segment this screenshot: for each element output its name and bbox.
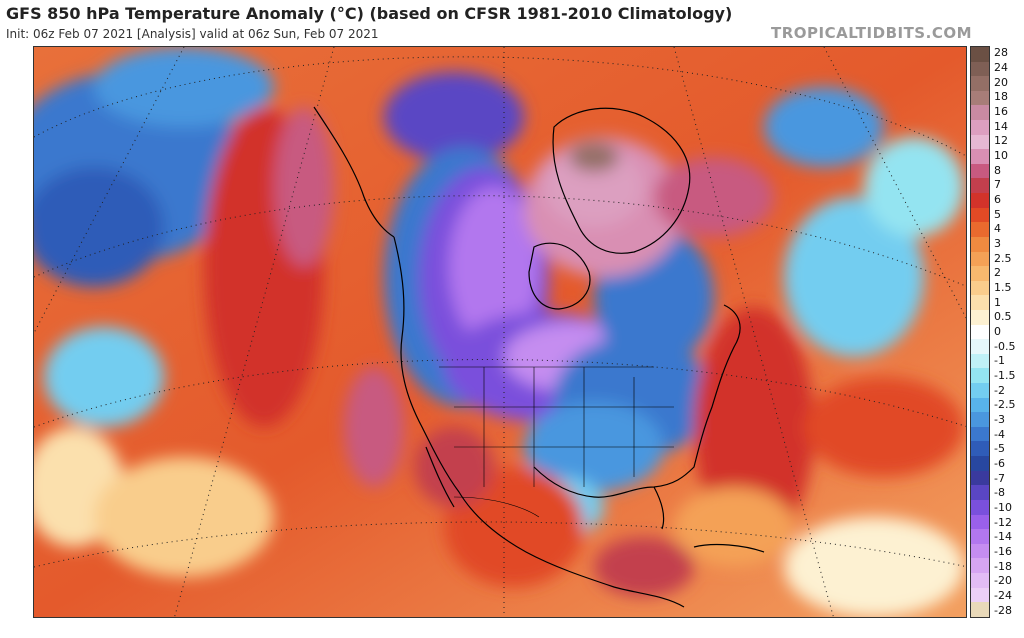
colorbar-swatch bbox=[971, 514, 989, 530]
colorbar-swatch bbox=[971, 47, 989, 62]
colorbar-swatch bbox=[971, 266, 989, 281]
colorbar-swatch bbox=[971, 441, 989, 457]
colorbar-swatch bbox=[971, 353, 989, 369]
colorbar-swatch bbox=[971, 383, 989, 398]
colorbar-label: 18 bbox=[994, 90, 1008, 104]
colorbar-swatch bbox=[971, 105, 989, 121]
colorbar-label: -5 bbox=[994, 442, 1005, 456]
colorbar-label: -1.5 bbox=[994, 369, 1016, 382]
colorbar-swatch bbox=[971, 251, 989, 267]
colorbar-label: 4 bbox=[994, 222, 1001, 236]
colorbar-label: -28 bbox=[994, 603, 1012, 617]
anomaly-map bbox=[33, 46, 967, 618]
colorbar-label: 8 bbox=[994, 163, 1001, 177]
colorbar-label: 0 bbox=[994, 325, 1001, 338]
colorbar-label: 12 bbox=[994, 134, 1008, 148]
colorbar-swatch bbox=[971, 178, 989, 194]
colorbar-label: -16 bbox=[994, 545, 1012, 558]
colorbar-label: -2.5 bbox=[994, 398, 1016, 412]
colorbar-swatch bbox=[971, 602, 989, 617]
colorbar-swatch bbox=[971, 163, 989, 179]
colorbar-label: -24 bbox=[994, 589, 1012, 602]
colorbar-swatch bbox=[971, 236, 989, 252]
colorbar-label: 2.5 bbox=[994, 251, 1012, 265]
colorbar-label: 24 bbox=[994, 61, 1008, 74]
colorbar-label: 10 bbox=[994, 149, 1008, 162]
colorbar-label: -4 bbox=[994, 427, 1005, 441]
colorbar-label: 0.5 bbox=[994, 310, 1012, 324]
colorbar-swatch bbox=[971, 543, 989, 559]
lat-lon-grid bbox=[34, 47, 966, 617]
colorbar-label: -6 bbox=[994, 457, 1005, 470]
colorbar-label: -8 bbox=[994, 486, 1005, 500]
anomaly-field bbox=[34, 47, 964, 617]
colorbar-label: 28 bbox=[994, 46, 1008, 60]
brand-watermark: TROPICALTIDBITS.COM bbox=[771, 24, 972, 42]
colorbar-swatch bbox=[971, 309, 989, 325]
colorbar-swatch bbox=[971, 280, 989, 296]
colorbar-swatch bbox=[971, 207, 989, 223]
colorbar-label: -1 bbox=[994, 354, 1005, 368]
colorbar-label: -18 bbox=[994, 559, 1012, 573]
colorbar-label: 20 bbox=[994, 75, 1008, 89]
colorbar-swatch bbox=[971, 193, 989, 208]
colorbar bbox=[970, 46, 990, 618]
colorbar-swatch bbox=[971, 324, 989, 340]
colorbar-swatch bbox=[971, 120, 989, 135]
borders bbox=[439, 366, 674, 518]
map-canvas bbox=[34, 47, 966, 617]
colorbar-swatch bbox=[971, 76, 989, 91]
colorbar-swatch bbox=[971, 572, 989, 588]
colorbar-swatch bbox=[971, 149, 989, 164]
colorbar-swatch bbox=[971, 456, 989, 471]
colorbar-swatch bbox=[971, 339, 989, 354]
colorbar-swatch bbox=[971, 295, 989, 310]
colorbar-label: -20 bbox=[994, 574, 1012, 588]
colorbar-label: 6 bbox=[994, 193, 1001, 206]
colorbar-label: 16 bbox=[994, 105, 1008, 118]
colorbar-label: -12 bbox=[994, 515, 1012, 529]
colorbar-swatch bbox=[971, 222, 989, 237]
colorbar-swatch bbox=[971, 529, 989, 544]
colorbar-swatch bbox=[971, 485, 989, 500]
colorbar-label: 3 bbox=[994, 237, 1001, 250]
colorbar-swatch bbox=[971, 397, 989, 413]
colorbar-label: 1.5 bbox=[994, 281, 1012, 294]
colorbar-label: 1 bbox=[994, 295, 1001, 309]
coastlines bbox=[313, 106, 765, 608]
colorbar-label: -10 bbox=[994, 501, 1012, 514]
colorbar-label: 2 bbox=[994, 266, 1001, 280]
colorbar-swatch bbox=[971, 61, 989, 77]
colorbar-label: 5 bbox=[994, 207, 1001, 221]
colorbar-swatch bbox=[971, 368, 989, 384]
colorbar-swatch bbox=[971, 470, 989, 486]
map-title: GFS 850 hPa Temperature Anomaly (°C) (ba… bbox=[6, 4, 733, 23]
colorbar-swatch bbox=[971, 412, 989, 427]
colorbar-swatch bbox=[971, 558, 989, 573]
colorbar-swatch bbox=[971, 90, 989, 106]
colorbar-label: -7 bbox=[994, 471, 1005, 485]
colorbar-label: 14 bbox=[994, 119, 1008, 133]
map-subtitle: Init: 06z Feb 07 2021 [Analysis] valid a… bbox=[6, 27, 379, 41]
colorbar-swatch bbox=[971, 134, 989, 150]
colorbar-label: 7 bbox=[994, 178, 1001, 192]
colorbar-label: -0.5 bbox=[994, 339, 1016, 353]
colorbar-label: -14 bbox=[994, 530, 1012, 544]
colorbar-label: -3 bbox=[994, 413, 1005, 426]
colorbar-labels: 28 24 20 18 16 14 12 10 8 7 6 5 4 3 2.5 2 1.5 1 0.5 0 -0.5 -1… bbox=[994, 46, 1022, 618]
colorbar-swatch bbox=[971, 426, 989, 442]
colorbar-swatch bbox=[971, 499, 989, 515]
colorbar-label: -2 bbox=[994, 383, 1005, 397]
colorbar-swatch bbox=[971, 587, 989, 603]
